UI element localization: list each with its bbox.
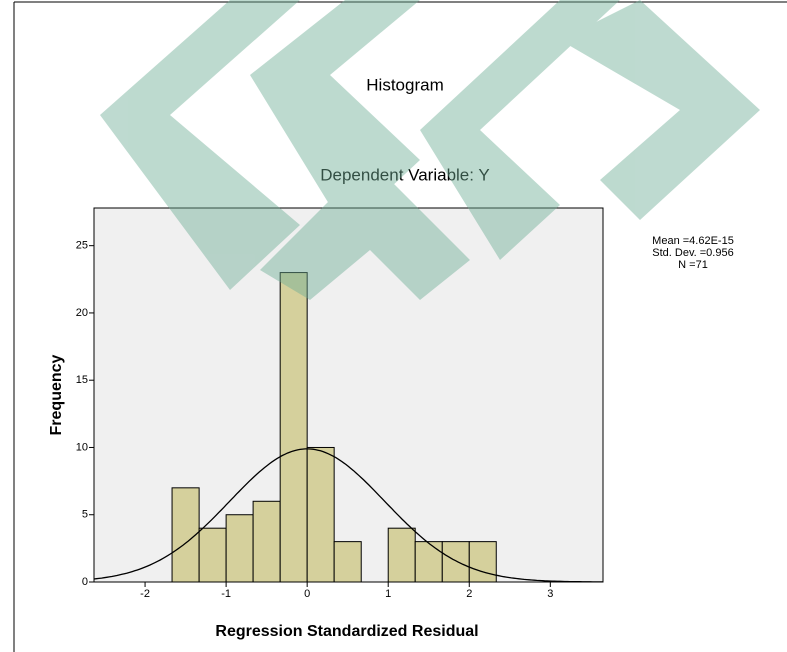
x-tick-label: -1 — [221, 588, 231, 600]
stat-label: Mean =4.62E-15 — [652, 235, 734, 247]
y-tick-label: 10 — [76, 441, 88, 453]
plot-background — [93, 207, 604, 583]
y-tick-label: 15 — [76, 374, 88, 386]
x-tick-label: 1 — [385, 588, 391, 600]
y-tick-label: 20 — [76, 307, 88, 319]
plot-area: 0 5 10 15 20 25 -2 -1 0 1 2 3 — [76, 207, 604, 600]
bar — [468, 541, 497, 583]
bar — [252, 500, 281, 583]
watermark-shape — [420, 0, 620, 260]
bar — [441, 541, 470, 583]
watermark-shape — [100, 0, 300, 290]
normal-curve — [93, 448, 603, 583]
chart-subtitle: Dependent Variable: Y — [320, 165, 490, 184]
x-tick-label: -2 — [140, 588, 150, 600]
y-tick-label: 25 — [76, 240, 88, 252]
y-tick-label: 5 — [82, 509, 88, 521]
watermark-shape — [560, 0, 760, 220]
bar — [279, 272, 308, 583]
chart-title: Histogram — [366, 75, 443, 94]
x-tick-label: 3 — [547, 588, 553, 600]
bar — [387, 527, 416, 583]
x-axis-title: Regression Standardized Residual — [215, 623, 478, 640]
x-tick-label: 0 — [304, 588, 310, 600]
bar — [198, 527, 227, 583]
watermark-shape — [250, 0, 420, 230]
bar — [306, 446, 335, 583]
stat-label: Std. Dev. =0.956 — [652, 247, 733, 259]
bar — [333, 541, 362, 583]
x-tick-label: 2 — [466, 588, 472, 600]
watermark — [100, 0, 760, 300]
y-axis-title: Frequency — [48, 354, 65, 435]
watermark-shape — [260, 160, 470, 300]
y-tick-label: 0 — [82, 576, 88, 588]
bar — [414, 541, 443, 583]
bar — [225, 514, 254, 583]
stat-label: N =71 — [678, 259, 708, 271]
